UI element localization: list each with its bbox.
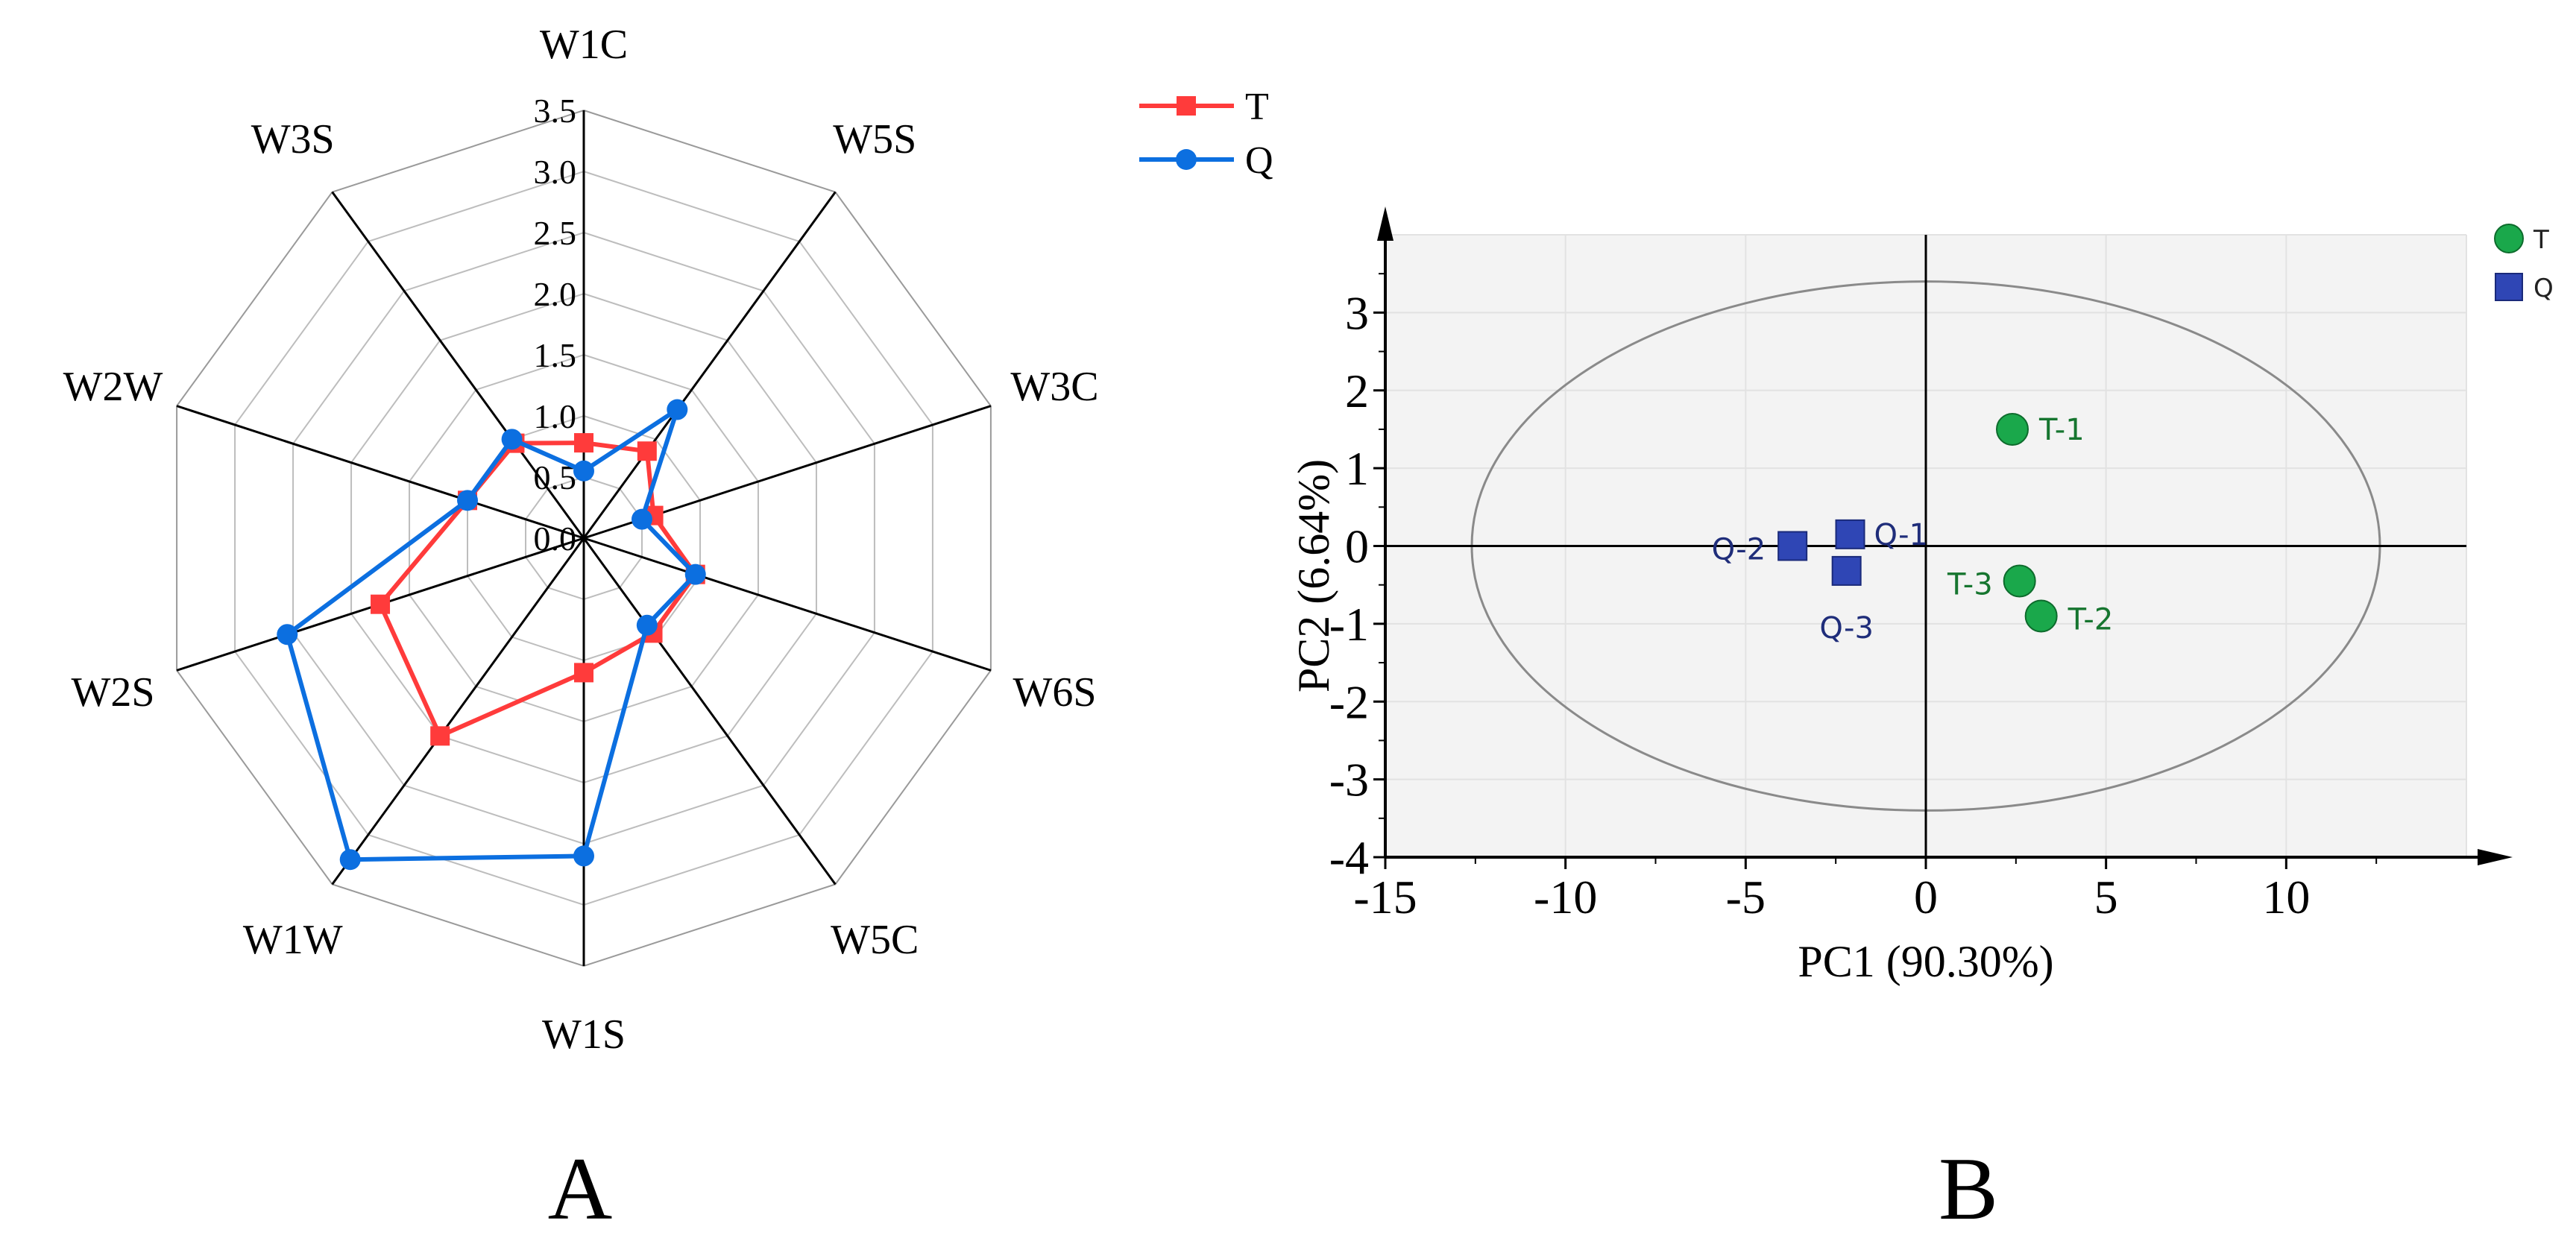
radar-point-T [574,663,593,683]
radar-spoke [582,537,837,886]
y-tick-label: 0 [1345,520,1369,573]
legend-marker-T [1177,96,1196,116]
radar-spoke [331,537,585,886]
x-axis-arrow [2478,849,2513,865]
x-tick-label: 0 [1914,871,1938,924]
radar-spoke [583,537,992,672]
radar-point-Q [684,564,706,585]
y-tick-label: -2 [1329,675,1369,728]
legend-label-T: T [1245,86,1269,128]
radar-spoke [176,405,585,540]
y-tick-label: -4 [1329,831,1369,884]
radar-axis-label: W2S [71,669,154,716]
legend-marker-T [2494,224,2524,253]
scatter-point-T [2024,599,2058,633]
radar-axis-label: W1W [243,917,343,963]
radar-point-Q [501,429,523,450]
y-tick-label: 2 [1345,364,1369,417]
panel-label: A [548,1139,613,1238]
radar-point-Q [277,624,298,645]
scatter-point-Q [1831,555,1862,586]
radar-point-T [430,726,450,746]
point-label: T-3 [1947,567,1993,602]
legend-label-T: T [2533,225,2549,255]
radial-tick-label: 3.5 [534,92,577,130]
radial-tick-label: 3.0 [534,153,577,191]
point-label: T-1 [2038,413,2085,447]
y-tick-label: 3 [1345,286,1369,339]
y-axis-label: PC2 (6.64%) [1289,459,1338,692]
radar-axis-label: W6S [1013,669,1097,716]
radial-tick-label: 1.5 [534,336,577,374]
radar-point-T [637,441,657,461]
x-axis-label: PC1 (90.30%) [1798,937,2053,986]
radial-tick-label: 1.0 [534,397,577,435]
radar-spoke [331,191,585,539]
x-tick-label: 10 [2262,871,2310,924]
radar-point-Q [457,490,479,511]
scatter-point-T [2003,564,2036,598]
radar-axis-label: W5C [831,917,919,963]
radar-point-T [371,594,391,614]
radar-point-Q [667,399,688,420]
radar-chart: 0.00.51.01.52.02.53.03.5W1CW5SW3CW6SW5CW… [63,22,1273,1238]
x-tick-label: -10 [1534,871,1597,924]
x-tick-label: 5 [2094,871,2118,924]
y-tick-label: 1 [1345,442,1369,495]
radial-tick-label: 0.0 [534,520,577,558]
radar-axis-label: W3C [1010,364,1098,410]
legend-label-Q: Q [1245,139,1273,182]
radar-point-Q [636,614,658,636]
radar-point-Q [631,508,652,530]
radar-point-Q [339,849,361,871]
scatter-point-Q [1777,531,1808,561]
radar-point-Q [573,845,594,867]
point-label: Q-3 [1819,611,1873,645]
radar-spoke [582,191,837,539]
x-tick-label: -5 [1726,871,1766,924]
x-tick-label: -15 [1353,871,1417,924]
y-tick-label: -3 [1329,754,1369,806]
legend-marker-Q [2495,273,2523,301]
radar-axis-label: W1S [542,1011,626,1058]
radial-tick-label: 2.5 [534,214,577,252]
radar-axis-label: W5S [833,116,916,162]
y-axis-arrow [1377,206,1394,241]
radial-tick-label: 2.0 [534,275,577,313]
point-label: T-2 [2068,602,2114,637]
radar-axis-label: W3S [251,116,335,162]
scatter-point-T [1996,412,2029,446]
point-label: Q-1 [1874,518,1928,552]
legend-marker-Q [1176,149,1197,170]
radar-axis-label: W1C [540,22,628,68]
y-tick-label: -1 [1329,598,1369,651]
point-label: Q-2 [1712,533,1766,567]
scatter-point-Q [1835,519,1865,549]
legend-label-Q: Q [2534,274,2554,303]
radar-series-line-Q [284,404,699,862]
radar-point-T [574,433,593,453]
radar-axis-label: W2W [63,364,163,410]
panel-label: B [1939,1139,1998,1238]
radar-point-Q [573,460,594,482]
